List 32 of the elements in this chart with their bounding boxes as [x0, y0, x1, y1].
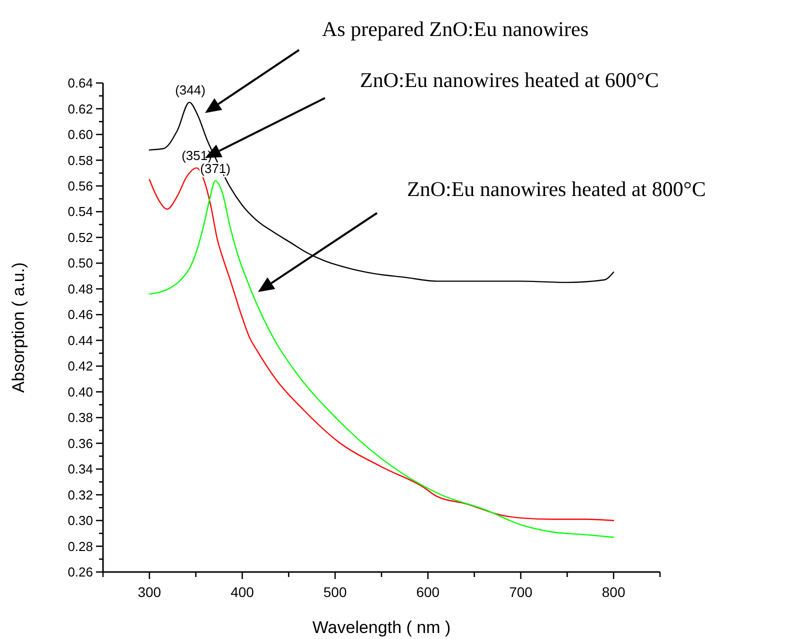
y-tick-label: 0.56	[68, 178, 93, 194]
annotation: (344)	[175, 82, 206, 98]
y-tick-label: 0.48	[68, 281, 93, 296]
y-tick-label: 0.34	[68, 462, 93, 477]
x-tick-label: 500	[323, 584, 347, 600]
y-tick-label: 0.40	[68, 384, 93, 400]
y-tick-label: 0.58	[68, 152, 93, 168]
x-tick-label: 300	[138, 584, 162, 600]
y-tick-label: 0.60	[68, 127, 93, 142]
x-tick-label: 400	[230, 584, 254, 600]
annotation: ZnO:Eu nanowires heated at 800°C	[407, 177, 706, 201]
y-tick-label: 0.54	[68, 204, 93, 220]
text: As prepared ZnO:Eu nanowires	[322, 17, 588, 41]
y-tick-label: 0.50	[68, 256, 93, 271]
x-tick-label: 700	[509, 584, 533, 600]
annotation: ZnO:Eu nanowires heated at 600°C	[360, 68, 659, 92]
y-tick-label: 0.42	[68, 358, 93, 374]
y-tick-label: 0.62	[68, 101, 93, 116]
y-tick-label: 0.64	[68, 76, 93, 91]
y-tick-label: 0.52	[68, 230, 93, 245]
y-tick-label: 0.36	[68, 436, 93, 451]
y-axis-title: Absorption ( a.u.)	[9, 262, 28, 393]
y-tick-label: 0.26	[68, 564, 93, 580]
y-tick-label: 0.44	[68, 332, 93, 348]
y-tick-label: 0.32	[68, 487, 93, 502]
x-tick-label: 600	[416, 584, 440, 600]
y-tick-label: 0.30	[68, 513, 93, 528]
x-axis-title: Wavelength ( nm )	[312, 618, 451, 637]
x-tick-label: 800	[602, 584, 626, 600]
y-tick-label: 0.38	[68, 410, 93, 426]
y-tick-label: 0.46	[68, 307, 93, 322]
y-tick-label: 0.28	[68, 538, 93, 554]
